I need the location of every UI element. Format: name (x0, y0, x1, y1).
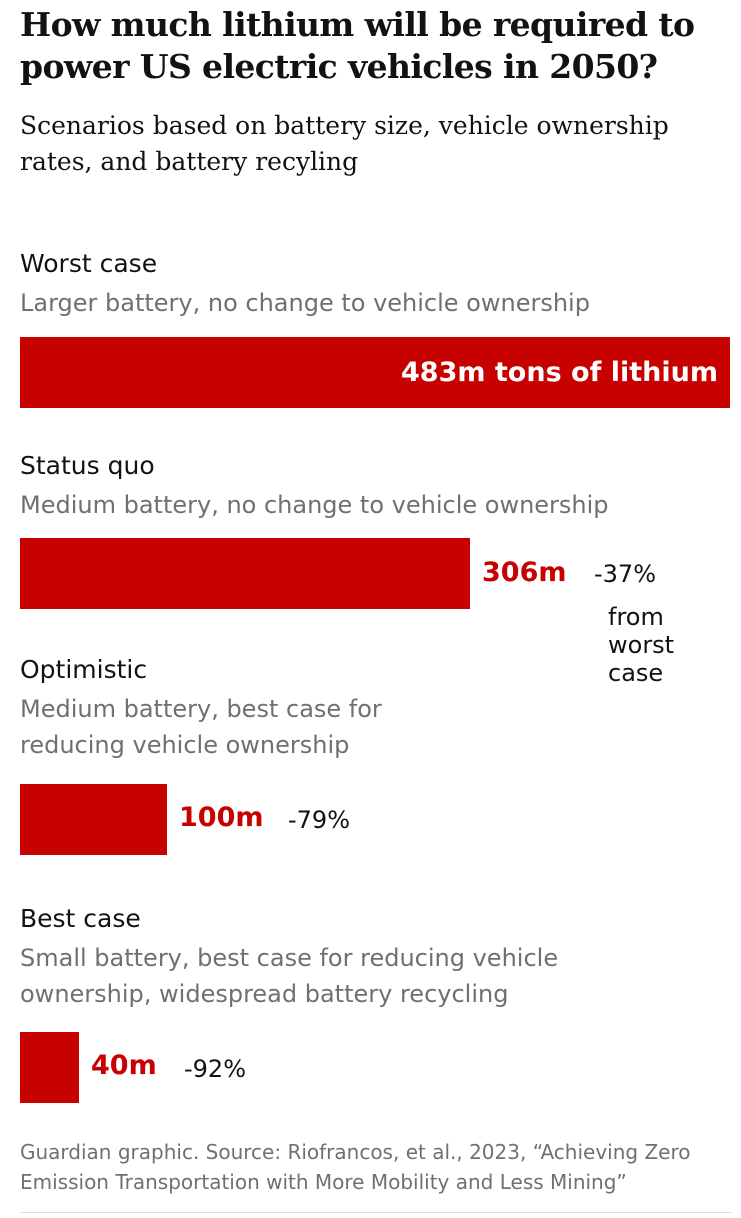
chart-title: How much lithium will be required to pow… (20, 5, 695, 86)
source-note: Guardian graphic. Source: Riofrancos, et… (20, 1140, 691, 1194)
bar-optimistic (20, 784, 167, 855)
scenario-desc-worst-case: Larger battery, no change to vehicle own… (20, 289, 590, 317)
bar-worst-case (20, 337, 730, 408)
bar-label-best-case: 40m (91, 1050, 157, 1081)
scenario-desc-status-quo: Medium battery, no change to vehicle own… (20, 491, 609, 519)
scenario-desc-optimistic: Medium battery, best case for reducing v… (20, 695, 382, 759)
bar-label-optimistic: 100m (179, 802, 264, 833)
bar-label-status-quo: 306m (482, 557, 567, 588)
scenario-name-worst-case: Worst case (20, 249, 158, 278)
scenario-name-optimistic: Optimistic (20, 655, 148, 684)
bar-best-case (20, 1032, 79, 1103)
bar-label-worst-case: 483m tons of lithium (401, 357, 718, 388)
scenario-desc-best-case: Small battery, best case for reducing ve… (20, 944, 559, 1008)
scenario-name-status-quo: Status quo (20, 451, 155, 480)
bar-status-quo (20, 538, 470, 609)
scenario-name-best-case: Best case (20, 904, 141, 933)
bottom-divider (20, 1212, 732, 1213)
change-label-status-quo: -37% (594, 560, 657, 588)
change-note: from worst case (608, 603, 675, 687)
change-label-optimistic: -79% (288, 806, 351, 834)
change-label-best-case: -92% (184, 1055, 247, 1083)
chart-subtitle: Scenarios based on battery size, vehicle… (20, 111, 669, 176)
